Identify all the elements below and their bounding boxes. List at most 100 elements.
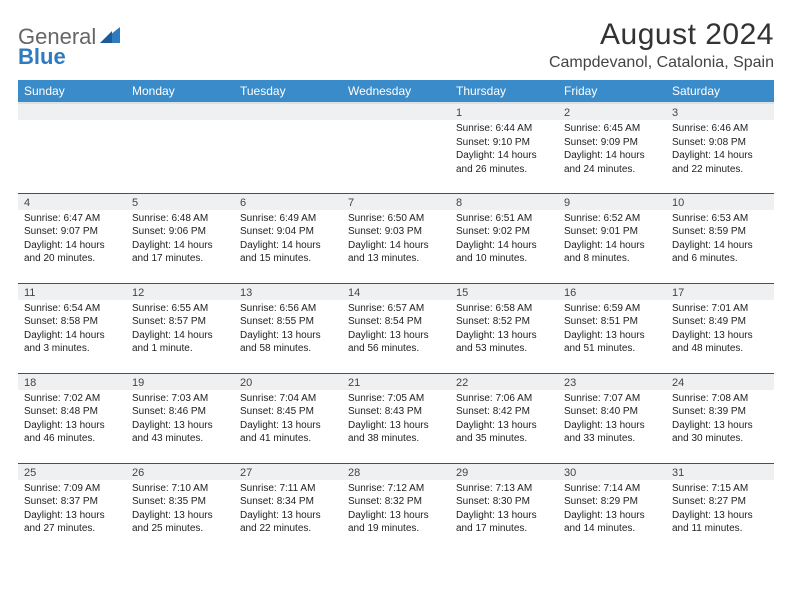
weekday-header: Monday [126, 80, 234, 103]
sunset-text: Sunset: 9:06 PM [132, 225, 228, 239]
daylight-text: Daylight: 13 hours and 46 minutes. [24, 419, 120, 446]
day-details: Sunrise: 7:08 AMSunset: 8:39 PMDaylight:… [666, 390, 774, 450]
calendar-day-cell: 22Sunrise: 7:06 AMSunset: 8:42 PMDayligh… [450, 373, 558, 463]
day-details: Sunrise: 7:06 AMSunset: 8:42 PMDaylight:… [450, 390, 558, 450]
calendar-day-cell: 23Sunrise: 7:07 AMSunset: 8:40 PMDayligh… [558, 373, 666, 463]
sunrise-text: Sunrise: 6:45 AM [564, 122, 660, 136]
daylight-text: Daylight: 13 hours and 14 minutes. [564, 509, 660, 536]
sunrise-text: Sunrise: 7:04 AM [240, 392, 336, 406]
day-details: Sunrise: 6:49 AMSunset: 9:04 PMDaylight:… [234, 210, 342, 270]
sunset-text: Sunset: 8:59 PM [672, 225, 768, 239]
calendar-day-cell: 26Sunrise: 7:10 AMSunset: 8:35 PMDayligh… [126, 463, 234, 553]
day-details: Sunrise: 7:04 AMSunset: 8:45 PMDaylight:… [234, 390, 342, 450]
daylight-text: Daylight: 14 hours and 22 minutes. [672, 149, 768, 176]
weekday-header: Saturday [666, 80, 774, 103]
calendar-day-cell: 18Sunrise: 7:02 AMSunset: 8:48 PMDayligh… [18, 373, 126, 463]
calendar-week-row: 4Sunrise: 6:47 AMSunset: 9:07 PMDaylight… [18, 193, 774, 283]
calendar-day-cell [342, 103, 450, 193]
sunrise-text: Sunrise: 7:05 AM [348, 392, 444, 406]
sunrise-text: Sunrise: 6:46 AM [672, 122, 768, 136]
day-details: Sunrise: 6:51 AMSunset: 9:02 PMDaylight:… [450, 210, 558, 270]
calendar-day-cell: 11Sunrise: 6:54 AMSunset: 8:58 PMDayligh… [18, 283, 126, 373]
sunrise-text: Sunrise: 7:03 AM [132, 392, 228, 406]
sunrise-text: Sunrise: 6:57 AM [348, 302, 444, 316]
daylight-text: Daylight: 13 hours and 48 minutes. [672, 329, 768, 356]
sunset-text: Sunset: 9:07 PM [24, 225, 120, 239]
daylight-text: Daylight: 13 hours and 41 minutes. [240, 419, 336, 446]
day-number: 15 [450, 284, 558, 300]
weekday-header-row: Sunday Monday Tuesday Wednesday Thursday… [18, 80, 774, 103]
calendar-day-cell: 8Sunrise: 6:51 AMSunset: 9:02 PMDaylight… [450, 193, 558, 283]
day-details: Sunrise: 6:54 AMSunset: 8:58 PMDaylight:… [18, 300, 126, 360]
day-number: 14 [342, 284, 450, 300]
day-number: 16 [558, 284, 666, 300]
daylight-text: Daylight: 14 hours and 24 minutes. [564, 149, 660, 176]
calendar-table: Sunday Monday Tuesday Wednesday Thursday… [18, 80, 774, 553]
day-details: Sunrise: 6:58 AMSunset: 8:52 PMDaylight:… [450, 300, 558, 360]
daylight-text: Daylight: 14 hours and 3 minutes. [24, 329, 120, 356]
calendar-day-cell: 17Sunrise: 7:01 AMSunset: 8:49 PMDayligh… [666, 283, 774, 373]
daylight-text: Daylight: 13 hours and 38 minutes. [348, 419, 444, 446]
sunrise-text: Sunrise: 6:55 AM [132, 302, 228, 316]
daylight-text: Daylight: 14 hours and 8 minutes. [564, 239, 660, 266]
day-number [234, 104, 342, 120]
sunset-text: Sunset: 9:03 PM [348, 225, 444, 239]
sunrise-text: Sunrise: 6:59 AM [564, 302, 660, 316]
day-number: 20 [234, 374, 342, 390]
daylight-text: Daylight: 13 hours and 19 minutes. [348, 509, 444, 536]
day-details: Sunrise: 7:05 AMSunset: 8:43 PMDaylight:… [342, 390, 450, 450]
day-number: 3 [666, 104, 774, 120]
day-details: Sunrise: 7:01 AMSunset: 8:49 PMDaylight:… [666, 300, 774, 360]
day-details: Sunrise: 7:15 AMSunset: 8:27 PMDaylight:… [666, 480, 774, 540]
sunset-text: Sunset: 8:27 PM [672, 495, 768, 509]
daylight-text: Daylight: 13 hours and 58 minutes. [240, 329, 336, 356]
calendar-day-cell: 13Sunrise: 6:56 AMSunset: 8:55 PMDayligh… [234, 283, 342, 373]
day-details: Sunrise: 6:57 AMSunset: 8:54 PMDaylight:… [342, 300, 450, 360]
day-number: 2 [558, 104, 666, 120]
calendar-day-cell: 2 Sunrise: 6:45 AMSunset: 9:09 PMDaylight… [558, 103, 666, 193]
day-details: Sunrise: 7:09 AMSunset: 8:37 PMDaylight:… [18, 480, 126, 540]
day-number: 25 [18, 464, 126, 480]
day-number: 10 [666, 194, 774, 210]
daylight-text: Daylight: 14 hours and 15 minutes. [240, 239, 336, 266]
sunrise-text: Sunrise: 6:52 AM [564, 212, 660, 226]
sunrise-text: Sunrise: 6:50 AM [348, 212, 444, 226]
day-details: Sunrise: 7:03 AMSunset: 8:46 PMDaylight:… [126, 390, 234, 450]
day-details [18, 120, 126, 180]
daylight-text: Daylight: 13 hours and 11 minutes. [672, 509, 768, 536]
day-details [234, 120, 342, 180]
calendar-day-cell: 4Sunrise: 6:47 AMSunset: 9:07 PMDaylight… [18, 193, 126, 283]
calendar-day-cell: 24Sunrise: 7:08 AMSunset: 8:39 PMDayligh… [666, 373, 774, 463]
day-number: 8 [450, 194, 558, 210]
weekday-header: Friday [558, 80, 666, 103]
day-number: 21 [342, 374, 450, 390]
day-number: 31 [666, 464, 774, 480]
sunset-text: Sunset: 8:57 PM [132, 315, 228, 329]
sunset-text: Sunset: 8:40 PM [564, 405, 660, 419]
title-block: August 2024 Campdevanol, Catalonia, Spai… [549, 18, 774, 72]
daylight-text: Daylight: 14 hours and 10 minutes. [456, 239, 552, 266]
sunrise-text: Sunrise: 6:54 AM [24, 302, 120, 316]
calendar-day-cell: 28Sunrise: 7:12 AMSunset: 8:32 PMDayligh… [342, 463, 450, 553]
day-number: 17 [666, 284, 774, 300]
day-details: Sunrise: 7:02 AMSunset: 8:48 PMDaylight:… [18, 390, 126, 450]
calendar-day-cell: 19Sunrise: 7:03 AMSunset: 8:46 PMDayligh… [126, 373, 234, 463]
daylight-text: Daylight: 14 hours and 20 minutes. [24, 239, 120, 266]
sunrise-text: Sunrise: 7:02 AM [24, 392, 120, 406]
day-details: Sunrise: 6:50 AMSunset: 9:03 PMDaylight:… [342, 210, 450, 270]
calendar-week-row: 25Sunrise: 7:09 AMSunset: 8:37 PMDayligh… [18, 463, 774, 553]
day-number: 18 [18, 374, 126, 390]
sunrise-text: Sunrise: 7:15 AM [672, 482, 768, 496]
sunset-text: Sunset: 9:09 PM [564, 136, 660, 150]
calendar-day-cell: 27Sunrise: 7:11 AMSunset: 8:34 PMDayligh… [234, 463, 342, 553]
sunrise-text: Sunrise: 6:48 AM [132, 212, 228, 226]
weekday-header: Tuesday [234, 80, 342, 103]
day-details: Sunrise: 6:48 AMSunset: 9:06 PMDaylight:… [126, 210, 234, 270]
day-details: Sunrise: 6:47 AMSunset: 9:07 PMDaylight:… [18, 210, 126, 270]
day-number: 12 [126, 284, 234, 300]
calendar-week-row: 18Sunrise: 7:02 AMSunset: 8:48 PMDayligh… [18, 373, 774, 463]
sunset-text: Sunset: 8:37 PM [24, 495, 120, 509]
daylight-text: Daylight: 13 hours and 56 minutes. [348, 329, 444, 356]
day-number: 11 [18, 284, 126, 300]
sunset-text: Sunset: 8:30 PM [456, 495, 552, 509]
